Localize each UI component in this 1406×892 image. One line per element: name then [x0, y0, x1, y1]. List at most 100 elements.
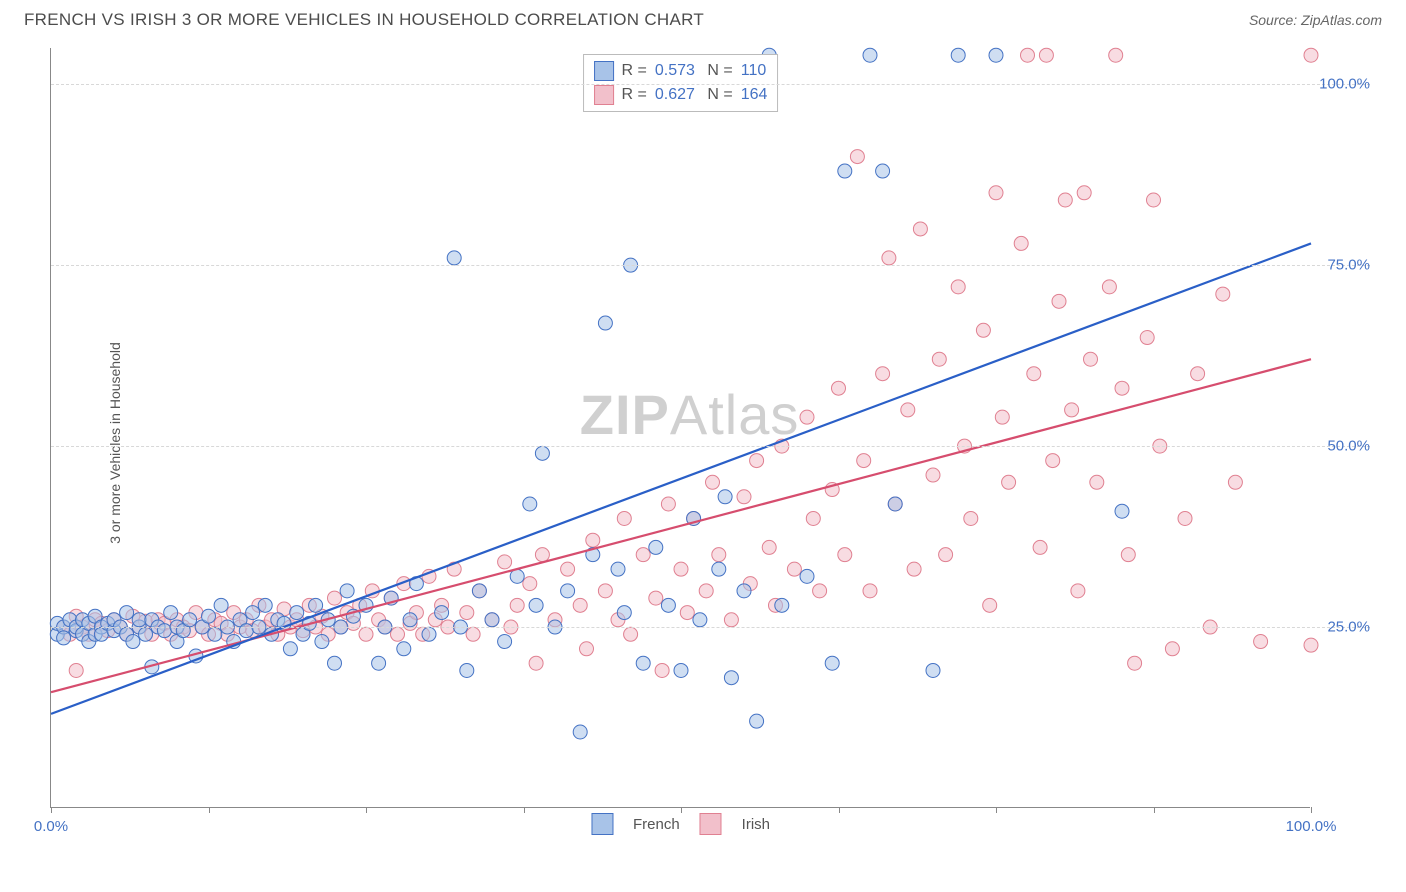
irish-point: [1021, 48, 1035, 62]
irish-point: [863, 584, 877, 598]
irish-point: [460, 606, 474, 620]
french-point: [718, 490, 732, 504]
x-tick: [209, 807, 210, 813]
french-point: [290, 606, 304, 620]
french-point: [888, 497, 902, 511]
french-point: [164, 606, 178, 620]
chart-title: FRENCH VS IRISH 3 OR MORE VEHICLES IN HO…: [24, 10, 704, 30]
irish-point: [1128, 656, 1142, 670]
french-point: [693, 613, 707, 627]
irish-point: [573, 598, 587, 612]
irish-point: [712, 548, 726, 562]
x-tick: [1154, 807, 1155, 813]
irish-point: [850, 150, 864, 164]
french-point: [775, 598, 789, 612]
french-n-value: 110: [741, 59, 767, 83]
french-point: [611, 562, 625, 576]
irish-point: [1052, 294, 1066, 308]
scatter-plot-svg: [51, 48, 1311, 808]
irish-point: [857, 454, 871, 468]
irish-point: [1033, 540, 1047, 554]
irish-point: [800, 410, 814, 424]
irish-point: [1014, 236, 1028, 250]
irish-point: [995, 410, 1009, 424]
irish-point: [913, 222, 927, 236]
irish-point: [1304, 638, 1318, 652]
irish-swatch-icon: [594, 85, 614, 105]
french-point: [214, 598, 228, 612]
irish-point: [724, 613, 738, 627]
y-tick-label: 100.0%: [1319, 76, 1370, 93]
french-point: [208, 627, 222, 641]
irish-point: [737, 490, 751, 504]
irish-point: [1140, 331, 1154, 345]
source-attribution: Source: ZipAtlas.com: [1249, 12, 1382, 28]
irish-point: [598, 584, 612, 598]
french-point: [523, 497, 537, 511]
french-point: [202, 609, 216, 623]
irish-point: [529, 656, 543, 670]
french-point: [239, 624, 253, 638]
french-point: [724, 671, 738, 685]
irish-point: [1178, 511, 1192, 525]
irish-point: [1039, 48, 1053, 62]
x-tick: [1311, 807, 1312, 813]
french-legend-swatch-icon: [591, 813, 613, 835]
french-point: [617, 606, 631, 620]
x-tick: [51, 807, 52, 813]
grid-line: [51, 265, 1370, 266]
x-tick-label: 100.0%: [1286, 818, 1337, 835]
french-point: [561, 584, 575, 598]
french-point: [510, 569, 524, 583]
plot-area: ZIPAtlas R = 0.573 N = 110 R = 0.627 N =…: [50, 48, 1310, 808]
french-point: [750, 714, 764, 728]
irish-point: [1216, 287, 1230, 301]
french-point: [951, 48, 965, 62]
french-point: [529, 598, 543, 612]
french-point: [403, 613, 417, 627]
irish-point: [655, 663, 669, 677]
irish-point: [523, 577, 537, 591]
y-tick-label: 75.0%: [1327, 257, 1370, 274]
french-point: [447, 251, 461, 265]
irish-point: [976, 323, 990, 337]
irish-point: [1165, 642, 1179, 656]
irish-point: [762, 540, 776, 554]
irish-point: [876, 367, 890, 381]
irish-point: [1228, 475, 1242, 489]
irish-r-value: 0.627: [655, 83, 695, 107]
irish-point: [661, 497, 675, 511]
irish-point: [1058, 193, 1072, 207]
irish-point: [1115, 381, 1129, 395]
irish-point: [989, 186, 1003, 200]
irish-point: [580, 642, 594, 656]
irish-point: [787, 562, 801, 576]
french-point: [120, 606, 134, 620]
irish-point: [1090, 475, 1104, 489]
irish-point: [1084, 352, 1098, 366]
irish-legend-swatch-icon: [700, 813, 722, 835]
chart-container: 3 or more Vehicles in Household ZIPAtlas…: [50, 48, 1380, 838]
french-point: [649, 540, 663, 554]
irish-point: [586, 533, 600, 547]
grid-line: [51, 627, 1370, 628]
french-point: [1115, 504, 1129, 518]
french-point: [372, 656, 386, 670]
irish-point: [649, 591, 663, 605]
irish-point: [617, 511, 631, 525]
french-point: [309, 598, 323, 612]
french-point: [825, 656, 839, 670]
irish-point: [1121, 548, 1135, 562]
y-tick-label: 50.0%: [1327, 438, 1370, 455]
french-point: [598, 316, 612, 330]
french-point: [535, 446, 549, 460]
french-point: [926, 663, 940, 677]
irish-point: [901, 403, 915, 417]
irish-point: [680, 606, 694, 620]
irish-point: [1254, 635, 1268, 649]
legend-row-irish: R = 0.627 N = 164: [594, 83, 768, 107]
french-point: [498, 635, 512, 649]
irish-point: [750, 454, 764, 468]
correlation-legend: R = 0.573 N = 110 R = 0.627 N = 164: [583, 54, 779, 112]
french-point: [485, 613, 499, 627]
